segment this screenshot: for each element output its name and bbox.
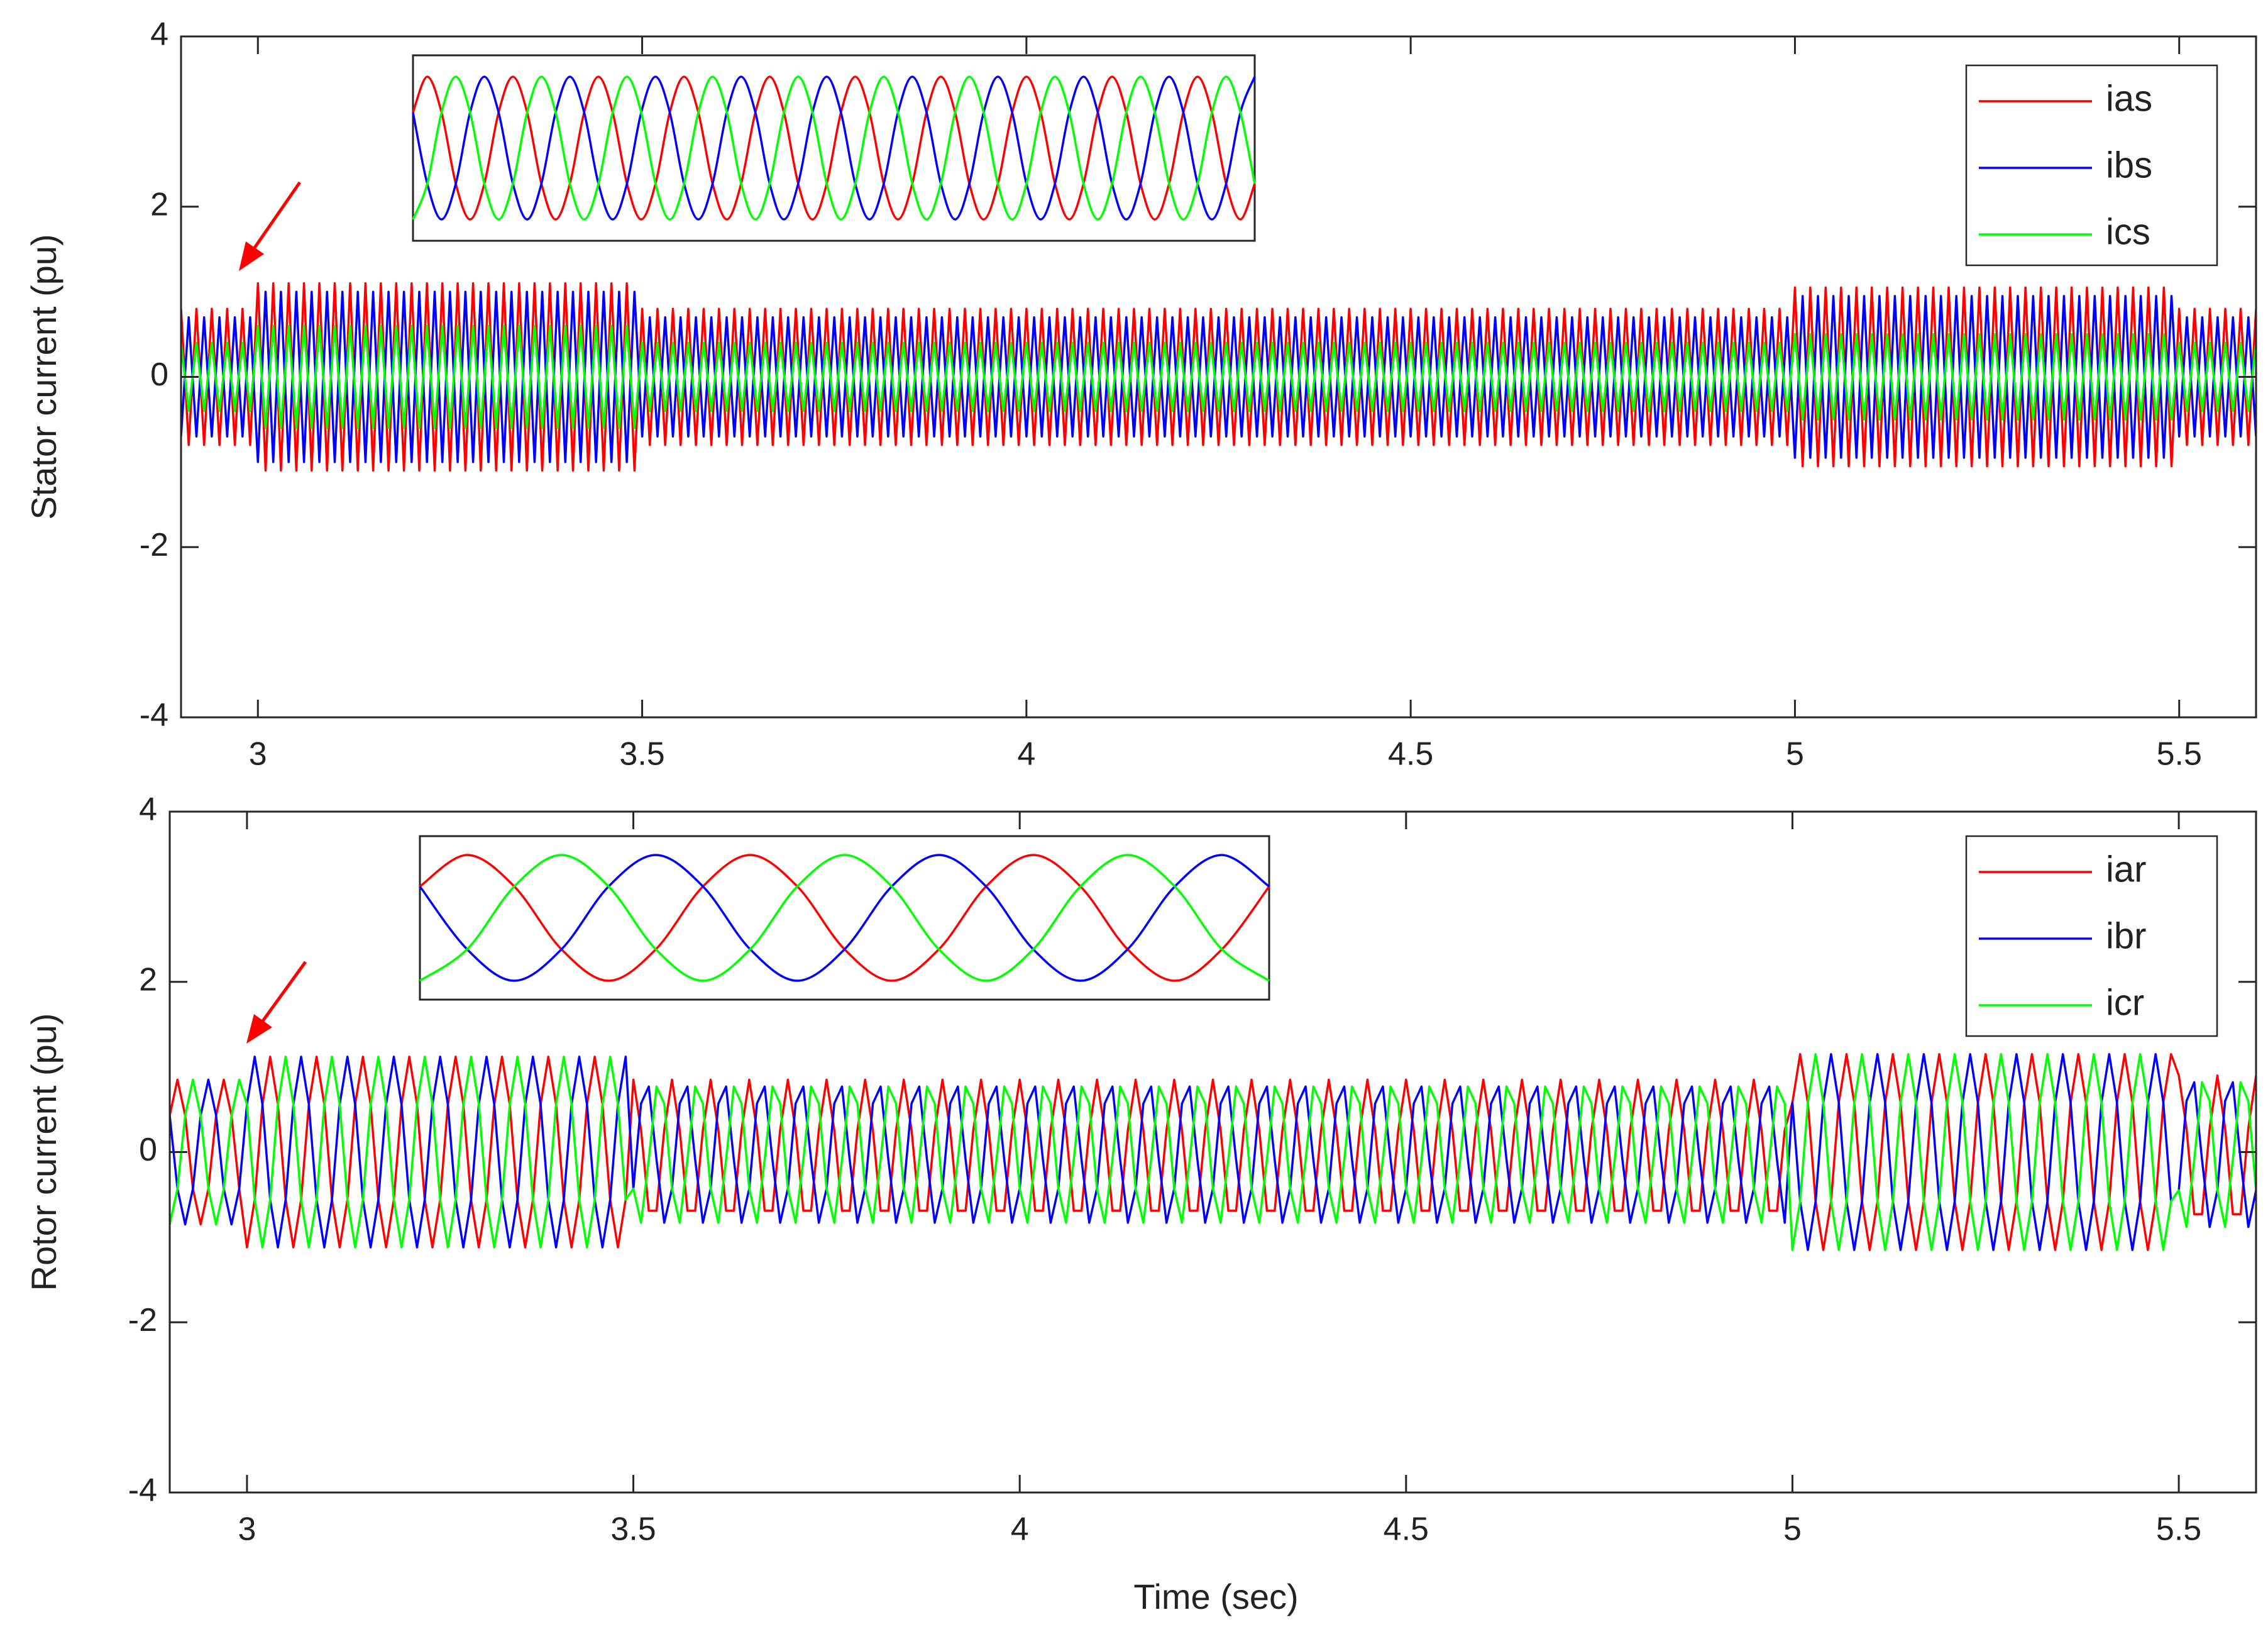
- x-tick-label: 4: [1011, 1511, 1029, 1548]
- arrow-shaft: [253, 181, 302, 249]
- y-tick-label: -2: [140, 527, 168, 563]
- legend-label: ics: [2106, 211, 2150, 252]
- inset: [412, 54, 1256, 242]
- y-axis-label: Rotor current (pu): [24, 1013, 63, 1291]
- legend: iar ibr icr: [1965, 835, 2218, 1037]
- y-tick-label: 2: [139, 961, 157, 998]
- legend-label: ias: [2106, 78, 2152, 119]
- y-axis-label: Stator current (pu): [24, 234, 63, 519]
- y-tick-label: 2: [150, 186, 168, 223]
- y-tick-label: -2: [128, 1302, 157, 1338]
- x-tick-label: 5.5: [2156, 1511, 2201, 1548]
- y-tick-label: 0: [139, 1132, 157, 1168]
- y-tick-label: 4: [139, 792, 157, 828]
- x-tick-label: 5: [1783, 1511, 1802, 1548]
- legend: ias ibs ics: [1965, 64, 2218, 267]
- legend-label: ibr: [2106, 915, 2146, 956]
- y-tick-label: 4: [150, 16, 168, 53]
- inset: [419, 835, 1270, 1001]
- inset-line: [412, 75, 1256, 221]
- legend-box: [1965, 835, 2218, 1037]
- inset-line: [419, 854, 1270, 982]
- series-line: [181, 290, 2256, 463]
- x-tick-label: 3.5: [619, 736, 664, 773]
- series-line: [170, 1053, 2256, 1251]
- inset-line: [412, 75, 1256, 221]
- x-tick-label: 4.5: [1384, 1511, 1429, 1548]
- x-tick-label: 4.5: [1388, 736, 1433, 773]
- legend-box: [1965, 64, 2218, 267]
- series-line: [181, 282, 2256, 472]
- legend-label: icr: [2106, 982, 2144, 1023]
- x-tick-label: 3: [238, 1511, 256, 1548]
- plot: 3 3.5 4 4.5 5 5.5 4 2 0 -2 -4 Stator current (pu) ia…: [24, 16, 2257, 773]
- x-axis-label: Time (sec): [1133, 1577, 1298, 1616]
- y-tick-label: 0: [150, 356, 168, 393]
- legend-label: ibs: [2106, 145, 2152, 185]
- x-tick-label: 5: [1786, 736, 1804, 773]
- plot: 3 3.5 4 4.5 5 5.5 4 2 0 -2 -4 Rotor current (pu) Tim…: [24, 792, 2257, 1616]
- inset-line: [419, 854, 1270, 982]
- series-line: [181, 324, 2256, 429]
- arrow-head: [246, 1014, 272, 1044]
- series-group: [181, 282, 2256, 472]
- arrow-shaft: [261, 961, 307, 1022]
- y-tick-label: -4: [128, 1472, 157, 1509]
- inset-box: [419, 835, 1270, 1001]
- arrow-head: [239, 241, 264, 271]
- y-tick-label: -4: [140, 697, 168, 734]
- x-tick-label: 3.5: [610, 1511, 656, 1548]
- x-tick-label: 4: [1017, 736, 1035, 773]
- legend-label: iar: [2106, 849, 2146, 890]
- x-tick-label: 3: [249, 736, 267, 773]
- series-group: [170, 1053, 2256, 1251]
- arrow: [246, 961, 307, 1044]
- x-tick-label: 5.5: [2157, 736, 2202, 773]
- arrow: [239, 181, 302, 271]
